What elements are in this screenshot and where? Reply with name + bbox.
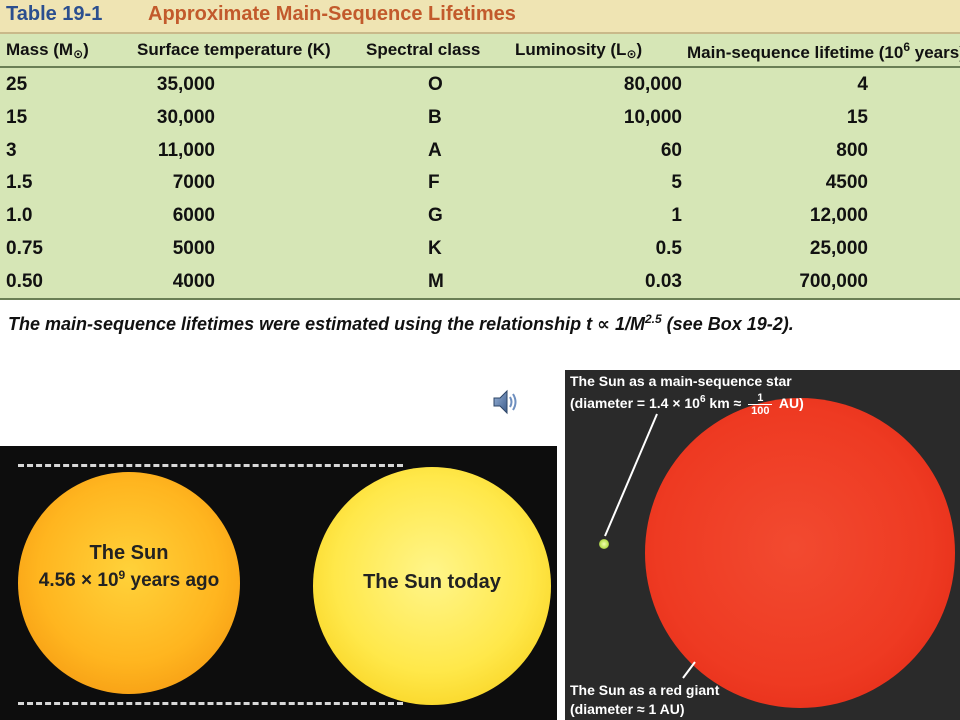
table-row: 0.75 5000 K 0.5 25,000 bbox=[0, 234, 960, 266]
cell-mass: 0.75 bbox=[6, 238, 43, 259]
header-mass-close: ) bbox=[83, 40, 89, 59]
cell-mass: 25 bbox=[6, 74, 28, 95]
cell-spectral-class: A bbox=[428, 140, 442, 161]
cell-lifetime: 800 bbox=[836, 140, 868, 161]
cell-luminosity: 60 bbox=[660, 140, 682, 161]
sun-past-age: 4.56 × 109 years ago bbox=[18, 568, 240, 592]
dashed-guide-bottom bbox=[18, 702, 403, 705]
red-giant-disk bbox=[645, 398, 955, 708]
table-row: 1.5 7000 F 5 4500 bbox=[0, 168, 960, 200]
cell-temperature: 30,000 bbox=[156, 107, 215, 128]
table-row: 1.0 6000 G 1 12,000 bbox=[0, 201, 960, 233]
table-row: 0.50 4000 M 0.03 700,000 bbox=[0, 267, 960, 299]
cell-luminosity: 5 bbox=[671, 172, 682, 193]
table-title-bar: Table 19-1 Approximate Main-Sequence Lif… bbox=[0, 0, 960, 34]
table-title: Approximate Main-Sequence Lifetimes bbox=[148, 3, 516, 25]
solar-symbol: ⊙ bbox=[73, 47, 84, 61]
header-luminosity: Luminosity (L⊙) bbox=[515, 40, 642, 61]
cell-lifetime: 12,000 bbox=[809, 205, 868, 226]
main-sequence-sun-dot bbox=[599, 539, 609, 549]
sun-today-label: The Sun today bbox=[363, 571, 501, 593]
cell-spectral-class: B bbox=[428, 107, 442, 128]
sun-today-disk: The Sun today bbox=[313, 467, 551, 705]
header-lifetime-text: Main-sequence lifetime (10 bbox=[687, 43, 904, 62]
header-lifetime-exponent: 6 bbox=[903, 40, 911, 54]
red-giant-label: The Sun as a red giant bbox=[570, 682, 720, 698]
cell-mass: 15 bbox=[6, 107, 28, 128]
diameter-km: km ≈ bbox=[705, 395, 746, 412]
header-mass-text: Mass (M bbox=[6, 40, 74, 59]
cell-lifetime: 700,000 bbox=[799, 271, 868, 292]
cell-mass: 0.50 bbox=[6, 271, 43, 292]
sun-comparison-image: The Sun 4.56 × 109 years ago The Sun tod… bbox=[0, 446, 557, 720]
cell-spectral-class: O bbox=[428, 74, 443, 95]
cell-luminosity: 10,000 bbox=[623, 107, 682, 128]
footnote-exponent: 2.5 bbox=[644, 312, 662, 326]
cell-spectral-class: F bbox=[428, 172, 440, 193]
table-row: 3 11,000 A 60 800 bbox=[0, 136, 960, 168]
table-row: 25 35,000 O 80,000 4 bbox=[0, 70, 960, 102]
cell-spectral-class: K bbox=[428, 238, 442, 259]
cell-spectral-class: G bbox=[428, 205, 443, 226]
speaker-icon[interactable] bbox=[492, 388, 522, 416]
sun-past-label: The Sun bbox=[89, 542, 169, 564]
cell-lifetime: 4 bbox=[857, 74, 868, 95]
footnote-text: The main-sequence lifetimes were estimat… bbox=[8, 314, 645, 334]
cell-mass: 1.5 bbox=[6, 172, 33, 193]
dashed-guide-top bbox=[18, 464, 403, 467]
solar-symbol: ⊙ bbox=[626, 47, 637, 61]
cell-spectral-class: M bbox=[428, 271, 444, 292]
cell-lifetime: 15 bbox=[846, 107, 868, 128]
cell-temperature: 6000 bbox=[172, 205, 215, 226]
header-lifetime-close: years) bbox=[910, 43, 960, 62]
diameter-fraction: 1 100 bbox=[748, 392, 773, 417]
diameter-au: AU) bbox=[775, 395, 804, 412]
diameter-text: (diameter = 1.4 × 10 bbox=[570, 395, 700, 412]
cell-lifetime: 25,000 bbox=[809, 238, 868, 259]
sun-past-disk: The Sun 4.56 × 109 years ago bbox=[18, 472, 240, 694]
cell-temperature: 5000 bbox=[172, 238, 215, 259]
header-spectral-class: Spectral class bbox=[366, 40, 481, 59]
cell-temperature: 11,000 bbox=[157, 140, 215, 161]
header-luminosity-close: ) bbox=[636, 40, 643, 59]
header-luminosity-text: Luminosity (L bbox=[515, 40, 627, 59]
fraction-numerator: 1 bbox=[748, 392, 773, 405]
cell-luminosity: 0.03 bbox=[645, 271, 682, 292]
header-divider bbox=[0, 66, 960, 68]
cell-temperature: 4000 bbox=[172, 271, 215, 292]
table-footnote: The main-sequence lifetimes were estimat… bbox=[8, 312, 794, 335]
cell-mass: 3 bbox=[6, 140, 17, 161]
cell-lifetime: 4500 bbox=[825, 172, 868, 193]
table-number: Table 19-1 bbox=[6, 3, 103, 25]
fraction-denominator: 100 bbox=[751, 405, 770, 417]
header-temperature: Surface temperature (K) bbox=[137, 40, 331, 59]
cell-luminosity: 1 bbox=[671, 205, 682, 226]
red-giant-image: The Sun as a main-sequence star (diamete… bbox=[565, 370, 960, 720]
table-bottom-divider bbox=[0, 298, 960, 300]
cell-luminosity: 80,000 bbox=[623, 74, 682, 95]
cell-temperature: 7000 bbox=[172, 172, 215, 193]
main-sequence-diameter: (diameter = 1.4 × 106 km ≈ 1 100 AU) bbox=[570, 392, 804, 417]
red-giant-diameter: (diameter ≈ 1 AU) bbox=[570, 701, 685, 717]
header-lifetime: Main-sequence lifetime (106 years) bbox=[687, 40, 960, 63]
table-row: 15 30,000 B 10,000 15 bbox=[0, 103, 960, 135]
lifetimes-table: Table 19-1 Approximate Main-Sequence Lif… bbox=[0, 0, 960, 300]
footnote-end: (see Box 19-2). bbox=[661, 314, 794, 334]
sun-past-age-end: years ago bbox=[125, 570, 220, 591]
sun-past-age-text: 4.56 × 10 bbox=[38, 570, 119, 591]
leader-lines bbox=[604, 413, 696, 679]
cell-luminosity: 0.5 bbox=[655, 238, 682, 259]
sun-past-age-exponent: 9 bbox=[118, 568, 126, 582]
cell-temperature: 35,000 bbox=[156, 74, 215, 95]
cell-mass: 1.0 bbox=[6, 205, 33, 226]
diameter-exponent: 6 bbox=[699, 394, 706, 406]
header-mass: Mass (M⊙) bbox=[6, 40, 89, 61]
main-sequence-label: The Sun as a main-sequence star bbox=[570, 373, 792, 389]
